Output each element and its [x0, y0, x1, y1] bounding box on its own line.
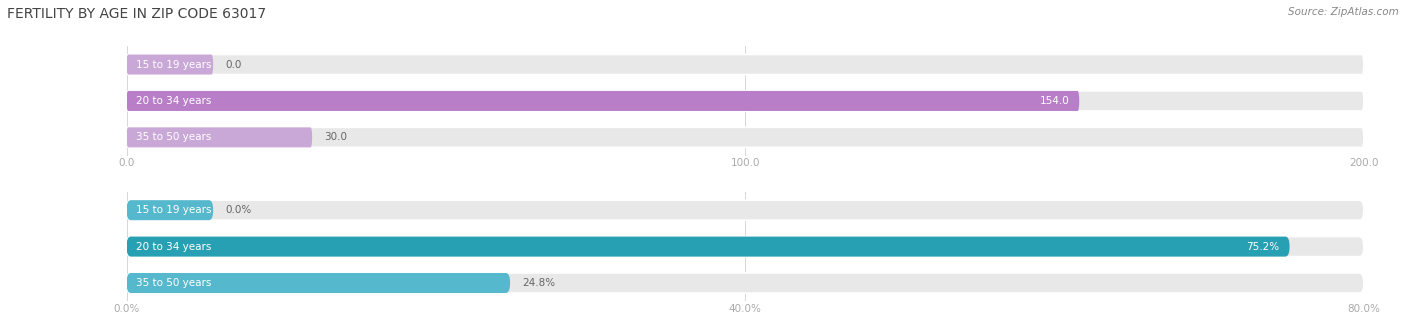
FancyBboxPatch shape [127, 200, 214, 220]
FancyBboxPatch shape [127, 127, 312, 147]
Text: 30.0: 30.0 [325, 132, 347, 142]
FancyBboxPatch shape [127, 237, 1364, 257]
Text: 20 to 34 years: 20 to 34 years [136, 96, 212, 106]
Text: 0.0%: 0.0% [225, 205, 252, 215]
Text: 0.0: 0.0 [225, 60, 242, 70]
FancyBboxPatch shape [127, 55, 214, 74]
FancyBboxPatch shape [127, 237, 1289, 257]
FancyBboxPatch shape [127, 273, 1364, 293]
Text: 15 to 19 years: 15 to 19 years [136, 205, 212, 215]
FancyBboxPatch shape [127, 127, 1364, 147]
Text: 24.8%: 24.8% [523, 278, 555, 288]
Text: 35 to 50 years: 35 to 50 years [136, 278, 212, 288]
FancyBboxPatch shape [127, 273, 510, 293]
Text: 15 to 19 years: 15 to 19 years [136, 60, 212, 70]
Text: FERTILITY BY AGE IN ZIP CODE 63017: FERTILITY BY AGE IN ZIP CODE 63017 [7, 7, 266, 21]
FancyBboxPatch shape [127, 91, 1364, 111]
Text: 154.0: 154.0 [1039, 96, 1070, 106]
FancyBboxPatch shape [127, 200, 1364, 220]
FancyBboxPatch shape [127, 91, 1080, 111]
Text: 75.2%: 75.2% [1247, 242, 1279, 252]
Text: Source: ZipAtlas.com: Source: ZipAtlas.com [1288, 7, 1399, 17]
Text: 35 to 50 years: 35 to 50 years [136, 132, 212, 142]
FancyBboxPatch shape [127, 55, 1364, 74]
Text: 20 to 34 years: 20 to 34 years [136, 242, 212, 252]
